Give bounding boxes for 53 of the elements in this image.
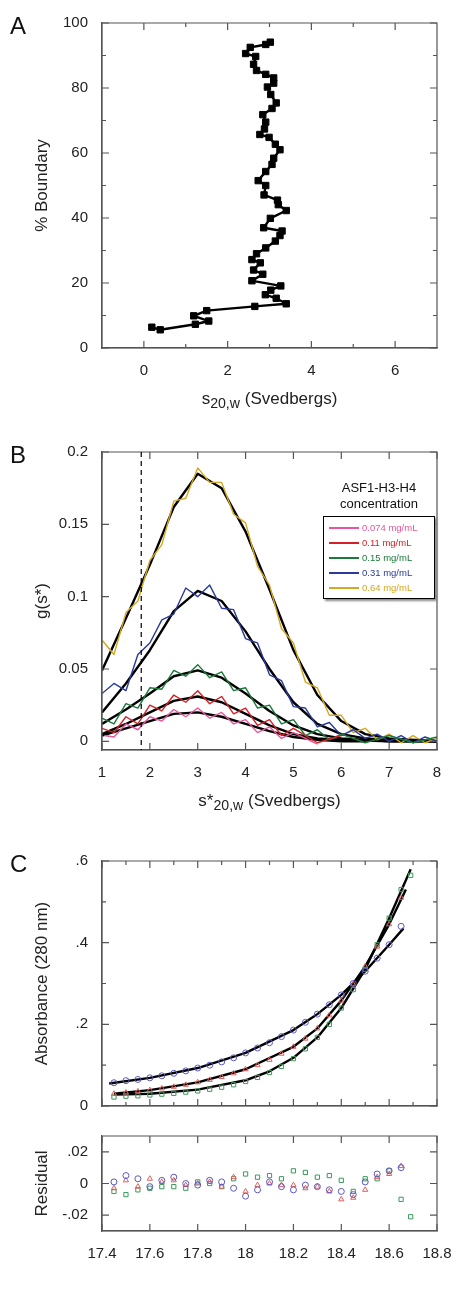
y-tick-label: 20 xyxy=(71,273,88,291)
y-tick-label: 60 xyxy=(71,143,88,161)
x-tick-label: 17.6 xyxy=(135,1243,165,1261)
y-tick-label: 0 xyxy=(79,338,88,356)
x-tick-label: 0 xyxy=(139,361,149,379)
y-axis-title: % Boundary xyxy=(31,138,51,232)
x-tick-label: 2 xyxy=(223,361,232,379)
x-tick-label: 4 xyxy=(241,763,250,781)
x-tick-label: 18 xyxy=(237,1243,254,1261)
y-axis-title: g(s*) xyxy=(31,583,51,620)
chart-title: C xyxy=(10,849,28,877)
y-tick-label: 0 xyxy=(79,731,88,749)
chart-title: A xyxy=(10,11,27,39)
x-tick-label: 6 xyxy=(390,361,400,379)
y-tick-label: .02 xyxy=(67,1141,88,1159)
x-tick-label: 6 xyxy=(337,763,346,781)
y-tick-label: 0 xyxy=(79,1095,88,1113)
y-tick-label: 0.1 xyxy=(67,587,88,605)
y-tick-label: -.02 xyxy=(62,1205,88,1223)
y-tick-label: 0.2 xyxy=(67,442,88,460)
chart-title: B xyxy=(10,441,27,469)
y-tick-label: 40 xyxy=(71,208,88,226)
y-tick-label: 0 xyxy=(79,1173,88,1191)
y-tick-label: .6 xyxy=(75,850,88,868)
x-tick-label: 17.4 xyxy=(87,1243,117,1261)
x-tick-label: 1 xyxy=(97,763,107,781)
x-tick-label: 5 xyxy=(289,763,298,781)
legend-label: 0.11 mg/mL xyxy=(362,536,412,551)
x-tick-label: 18.2 xyxy=(278,1243,309,1261)
legend-label: 0.31 mg/mL xyxy=(362,566,413,581)
y-axis-title: Absorbance (280 nm) xyxy=(31,901,51,1066)
legend-label: 0.074 mg/mL xyxy=(362,521,418,536)
x-tick-label: 2 xyxy=(145,763,155,781)
x-tick-label: 7 xyxy=(384,763,394,781)
x-tick-label: 4 xyxy=(307,361,316,379)
x-tick-label: 18.8 xyxy=(422,1243,452,1261)
x-axis-title: s*$_{20,w}$ (Svedbergs) xyxy=(197,790,342,816)
y-tick-label: 100 xyxy=(62,13,88,31)
x-tick-label: 18.4 xyxy=(326,1243,356,1261)
x-tick-label: 3 xyxy=(193,763,202,781)
x-tick-label: 8 xyxy=(432,763,442,781)
x-tick-label: 17.8 xyxy=(183,1243,213,1261)
legend-label: 0.15 mg/mL xyxy=(362,551,413,566)
legend-title: ASF1-H3-H4 concentration xyxy=(338,480,420,513)
x-axis-title: s$_{20,w}$ (Svedbergs) xyxy=(200,388,339,414)
y-tick-label: .2 xyxy=(75,1014,88,1032)
y-tick-label: 80 xyxy=(71,78,88,96)
legend-label: 0.64 mg/mL xyxy=(362,581,413,596)
y-tick-label: 0.15 xyxy=(58,514,88,532)
y-axis-title: Residual xyxy=(31,1150,51,1217)
x-tick-label: 18.6 xyxy=(374,1243,404,1261)
y-tick-label: 0.05 xyxy=(58,659,88,677)
y-tick-label: .4 xyxy=(75,932,88,950)
